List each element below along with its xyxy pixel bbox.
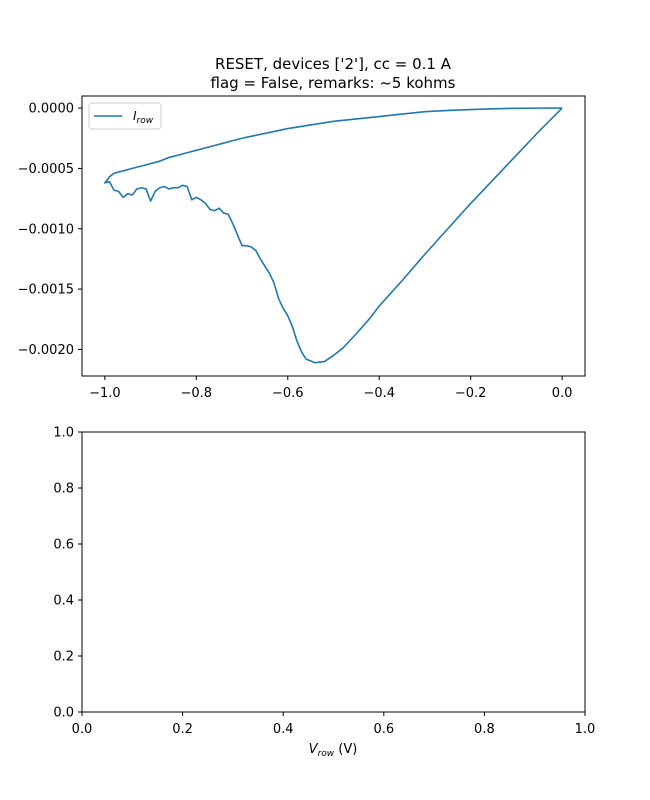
top-axes-x-tick-label: −0.8 (181, 386, 213, 401)
top-axes-x-tick-label: 0.0 (552, 386, 573, 401)
legend-box (88, 102, 162, 130)
x-axis-label-subscript: row (318, 749, 335, 759)
bottom-axes-y-tick-label: 0.2 (53, 650, 74, 665)
bottom-axes-y-tick-label: 0.6 (53, 538, 74, 553)
bottom-axes-x-tick-label: 0.6 (373, 722, 394, 737)
legend-label-main: I (133, 109, 137, 123)
top-axes-y-tick-label: −0.0005 (18, 162, 74, 177)
top-axes-y-tick-label: 0.0000 (29, 102, 75, 117)
bottom-axes-y-tick-label: 1.0 (53, 426, 74, 441)
top-axes: −1.0 −0.8 −0.6 −0.4 −0.2 0.0 0.0000 −0.0005 −0.0… (18, 95, 586, 401)
bottom-axes-x-tick-label: 0.8 (474, 722, 495, 737)
top-axes-y-tick-label: −0.0015 (18, 283, 74, 298)
top-axes-y-tick-label: −0.0010 (18, 222, 74, 237)
series-line-i-row (104, 107, 563, 364)
bottom-axes-y-tick-label: 0.0 (53, 706, 74, 721)
top-axes-x-tick-label: −0.6 (272, 386, 304, 401)
x-axis-label-main: V (309, 742, 319, 757)
bottom-axes-x-tick-label: 0.0 (72, 722, 93, 737)
bottom-axes-x-tick-label: 0.2 (172, 722, 193, 737)
top-axes-x-tick-label: −1.0 (89, 386, 121, 401)
top-axes-y-tick-label: −0.0020 (18, 343, 74, 358)
top-axes-x-tick-label: −0.2 (455, 386, 487, 401)
bottom-axes-x-tick-label: 0.4 (273, 722, 294, 737)
bottom-axes: 0.0 0.2 0.4 0.6 0.8 1.0 0.0 0.2 0.4 0.6 0.8 1.0 Vro… (53, 426, 595, 760)
bottom-axes-frame (81, 431, 586, 713)
bottom-axes-x-tick-label: 1.0 (575, 722, 596, 737)
legend-label: Irow (133, 109, 154, 126)
top-axes-frame (81, 95, 586, 377)
x-axis-label: Vrow (V) (309, 742, 358, 759)
x-axis-label-unit: (V) (334, 742, 357, 757)
top-axes-ticks: −1.0 −0.8 −0.6 −0.4 −0.2 0.0 0.0000 −0.0005 −0.0… (18, 102, 573, 401)
legend: Irow (88, 102, 162, 130)
bottom-axes-ticks: 0.0 0.2 0.4 0.6 0.8 1.0 0.0 0.2 0.4 0.6 0.8 1.0 (53, 426, 595, 738)
chart-title-line-2: flag = False, remarks: ~5 kohms (211, 74, 456, 92)
top-axes-plot-area (104, 107, 563, 364)
bottom-axes-y-tick-label: 0.4 (53, 594, 74, 609)
bottom-axes-y-tick-label: 0.8 (53, 482, 74, 497)
top-axes-x-tick-label: −0.4 (363, 386, 395, 401)
legend-label-subscript: row (137, 116, 154, 126)
chart-title-line-1: RESET, devices ['2'], cc = 0.1 A (215, 55, 452, 73)
